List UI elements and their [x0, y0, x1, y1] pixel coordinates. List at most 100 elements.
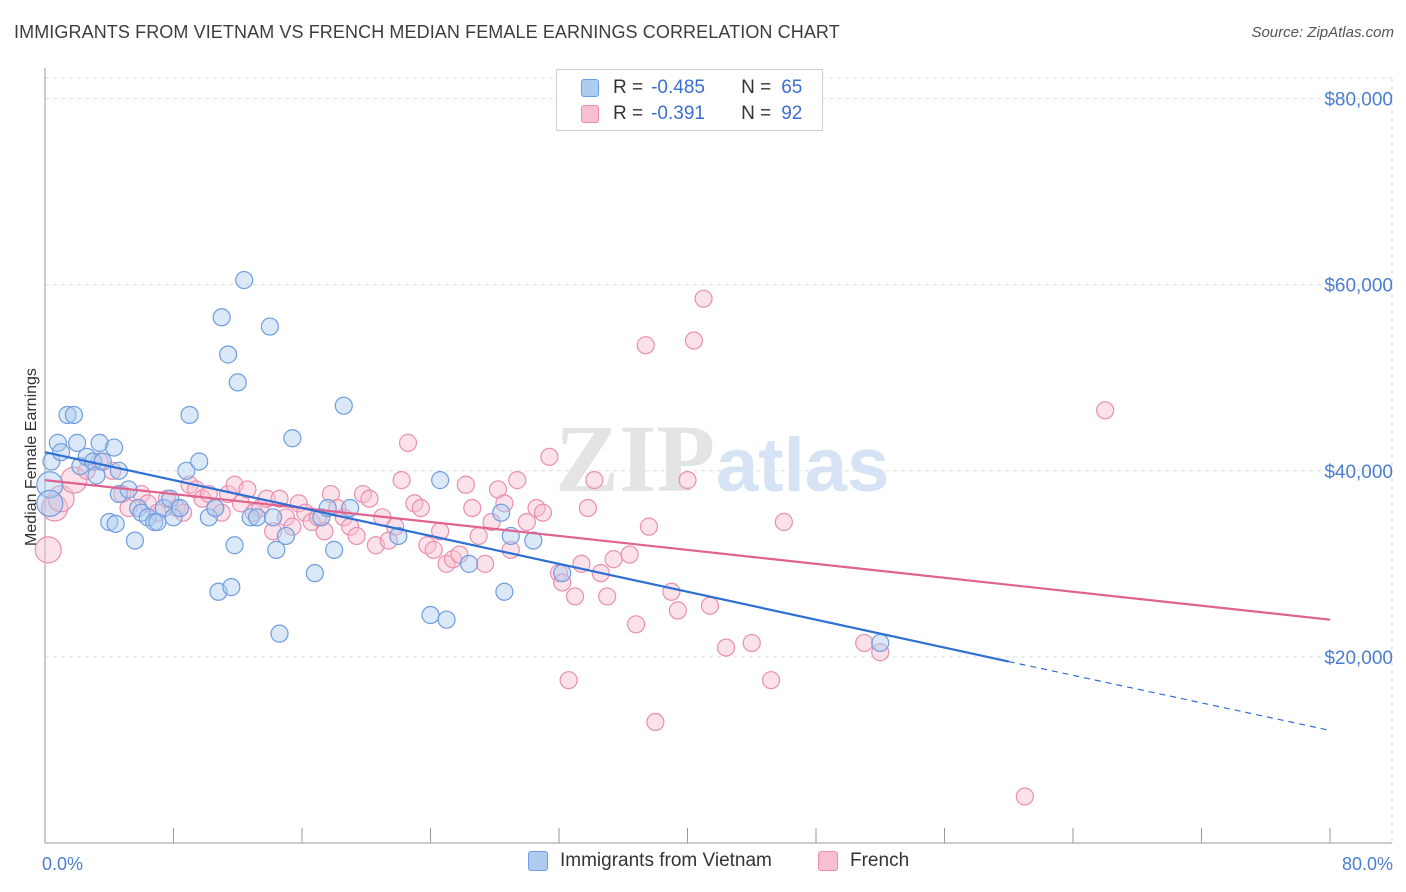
vietnam-point	[164, 508, 183, 527]
french-point	[283, 517, 302, 536]
french-point	[463, 498, 482, 518]
vietnam-point	[177, 461, 196, 480]
french-point	[742, 633, 761, 653]
french-point	[347, 526, 366, 546]
french-point	[871, 643, 890, 662]
french-point	[482, 512, 501, 532]
vietnam-point	[170, 498, 190, 518]
vietnam-point	[389, 526, 408, 546]
french-point	[604, 550, 623, 569]
french-point	[694, 289, 713, 308]
french-point	[476, 554, 495, 573]
vietnam-point	[267, 540, 286, 559]
french-point	[639, 517, 659, 536]
french-point	[716, 638, 736, 657]
vietnam-point	[109, 484, 128, 504]
french-point	[678, 471, 697, 490]
french-point	[238, 480, 257, 499]
french-point	[662, 582, 681, 601]
vietnam-point	[421, 605, 440, 625]
vietnam-point	[90, 433, 109, 452]
french-point	[533, 503, 553, 522]
french-point	[668, 601, 687, 620]
legend-r-label: R =	[613, 77, 644, 98]
y-tick-label: $20,000	[1324, 648, 1393, 669]
french-point	[424, 540, 443, 559]
series-label-vietnam: Immigrants from Vietnam	[560, 850, 772, 871]
correlation-legend: R = -0.485 N = 65 R = -0.391 N = 92	[556, 69, 823, 131]
vietnam-point	[206, 498, 225, 518]
vietnam-point	[64, 405, 84, 425]
legend-n-value: 65	[781, 77, 803, 98]
vietnam-point	[437, 610, 456, 629]
french-point	[774, 512, 793, 532]
french-point	[553, 573, 572, 592]
vietnam-point	[100, 512, 119, 532]
vietnam-point	[68, 433, 87, 452]
french-point	[585, 471, 604, 490]
series-legend: Immigrants from Vietnam French	[0, 850, 1406, 878]
x-tick-label: 80.0%	[1342, 854, 1393, 874]
french-point	[559, 671, 578, 690]
french-point	[684, 331, 704, 350]
french-point	[1015, 787, 1034, 806]
french-point	[1096, 401, 1115, 420]
x-tick-label: 0.0%	[42, 854, 83, 874]
series-legend-french[interactable]: French	[818, 850, 909, 872]
x-tick-labels: 0.0% 80.0%	[42, 854, 1393, 874]
vietnam-point	[325, 540, 344, 559]
french-point	[646, 712, 665, 732]
legend-r-value: -0.485	[651, 77, 705, 98]
french-point	[598, 587, 617, 606]
vietnam-point	[283, 429, 302, 448]
vietnam-trend-line	[44, 451, 1009, 663]
french-point	[636, 336, 655, 355]
series-label-french: French	[850, 850, 910, 871]
vietnam-point	[180, 405, 199, 425]
vietnam-point	[93, 452, 112, 471]
legend-n-label: N =	[741, 103, 772, 124]
vietnam-point	[109, 461, 128, 480]
french-point	[450, 545, 469, 564]
french-point	[517, 512, 536, 532]
chart-source: Source: ZipAtlas.com	[1251, 24, 1394, 41]
french-point	[469, 526, 488, 546]
french-point	[578, 498, 598, 518]
legend-n-value: 92	[781, 103, 803, 124]
french-point	[60, 466, 88, 494]
vietnam-point	[190, 452, 209, 471]
vietnam-point	[36, 471, 64, 499]
vietnam-point	[305, 564, 324, 583]
french-point	[565, 587, 585, 606]
vietnam-point	[270, 624, 289, 643]
french-point	[620, 545, 639, 564]
vietnam-point	[260, 317, 279, 336]
vietnam-point	[36, 489, 64, 517]
french-point	[626, 615, 646, 634]
vietnam-point	[212, 308, 231, 327]
vietnam-point	[106, 514, 125, 533]
y-tick-labels: $20,000 $40,000 $60,000 $80,000	[1324, 90, 1393, 669]
french-point	[700, 596, 720, 615]
french-point	[855, 633, 874, 653]
vietnam-point	[247, 508, 267, 527]
legend-row-french: R = -0.391 N = 92	[581, 102, 802, 126]
french-point	[411, 498, 430, 518]
vietnam-point	[235, 270, 254, 290]
french-point	[456, 475, 475, 494]
french-point	[761, 671, 781, 690]
french-points	[34, 289, 1115, 806]
french-point	[34, 536, 62, 564]
series-swatch-vietnam	[528, 851, 548, 871]
series-legend-vietnam[interactable]: Immigrants from Vietnam	[528, 850, 772, 872]
y-tick-label: $40,000	[1324, 462, 1393, 483]
french-point	[508, 471, 527, 490]
vietnam-point	[199, 508, 218, 527]
french-point	[276, 508, 296, 527]
vietnam-point	[553, 564, 572, 583]
vietnam-point	[459, 554, 479, 573]
vietnam-point	[495, 582, 514, 601]
chart-title: IMMIGRANTS FROM VIETNAM VS FRENCH MEDIAN…	[14, 22, 840, 42]
vietnam-point	[276, 526, 296, 546]
french-point	[540, 447, 559, 466]
